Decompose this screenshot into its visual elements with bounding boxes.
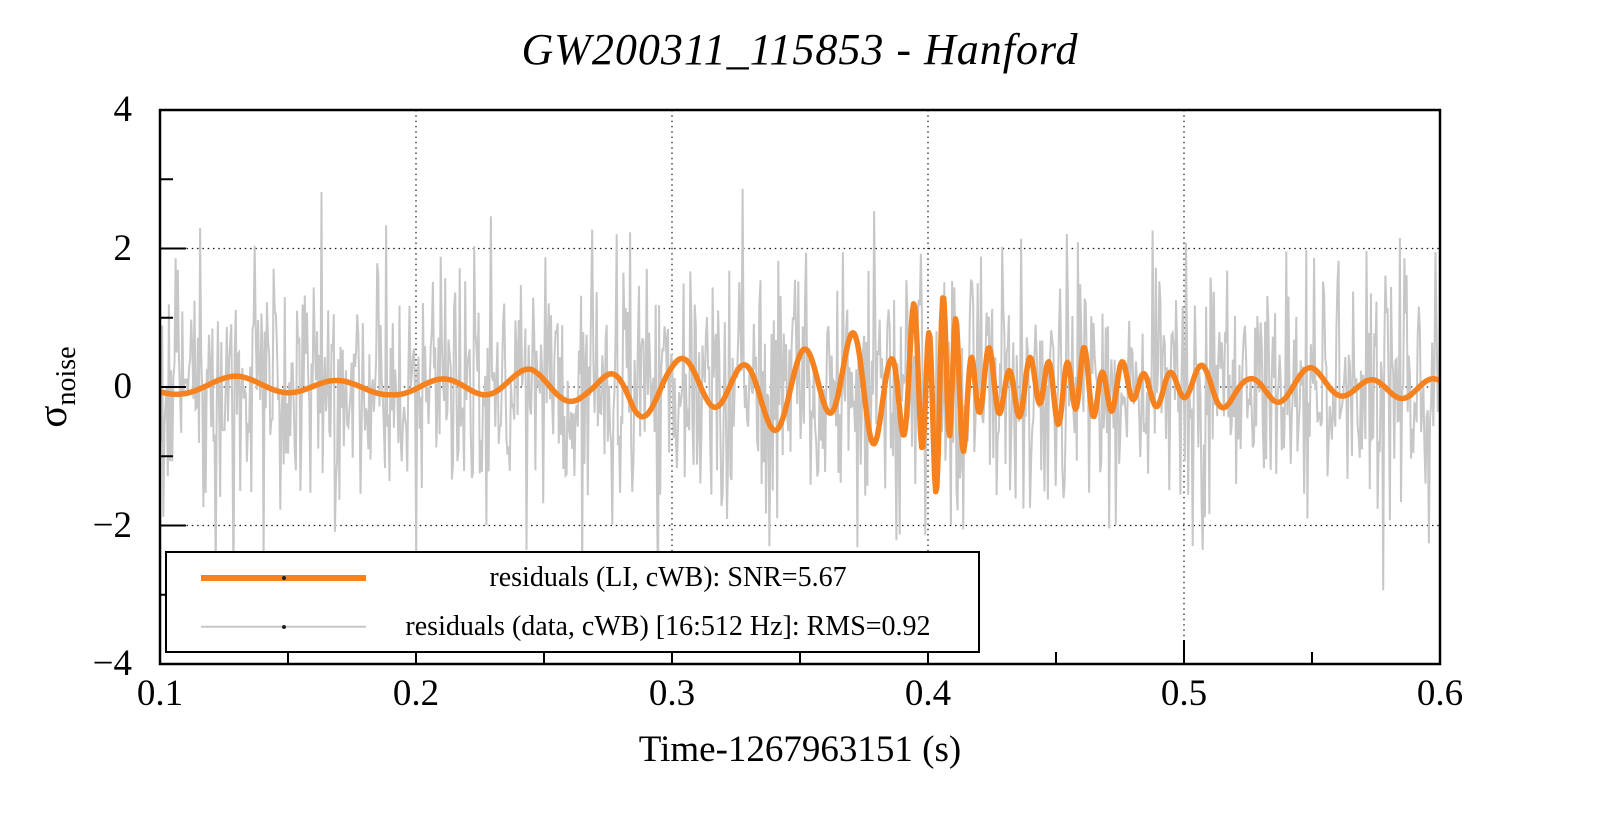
x-tick-label: 0.2 xyxy=(392,673,440,714)
legend-label-data-residuals: residuals (data, cWB) [16:512 Hz]: RMS=0… xyxy=(405,610,931,642)
x-tick-label: 0.3 xyxy=(648,673,696,714)
x-tick-label: 0.5 xyxy=(1160,673,1208,714)
y-tick-label: −4 xyxy=(92,643,132,684)
y-tick-label: 0 xyxy=(113,366,133,407)
legend-label-li-residuals: residuals (LI, cWB): SNR=5.67 xyxy=(489,561,847,593)
series-path-data-residuals xyxy=(161,188,1439,610)
legend-point-marker-icon xyxy=(281,624,286,629)
legend-line-sample-gray xyxy=(201,622,366,632)
legend-entry-li-residuals: residuals (LI, cWB): SNR=5.67 xyxy=(167,553,978,602)
series-path-li-residuals xyxy=(161,295,1439,495)
plot-border xyxy=(158,108,1442,666)
legend-line-sample-orange xyxy=(201,573,366,583)
y-tick-label: −2 xyxy=(92,504,132,546)
x-tick-label: 0.1 xyxy=(136,673,184,714)
legend-entry-data-residuals: residuals (data, cWB) [16:512 Hz]: RMS=0… xyxy=(167,602,978,651)
y-tick-label: 4 xyxy=(113,89,133,130)
x-tick-label: 0.6 xyxy=(1416,673,1464,714)
x-axis-label: Time-1267963151 (s) xyxy=(638,729,962,770)
legend-box: residuals (LI, cWB): SNR=5.67 residuals … xyxy=(165,551,980,653)
y-tick-label: 2 xyxy=(113,227,133,269)
legend-point-marker-icon xyxy=(281,575,286,580)
x-tick-label: 0.4 xyxy=(904,673,952,714)
chart-title: GW200311_115853 - Hanford xyxy=(521,25,1079,74)
